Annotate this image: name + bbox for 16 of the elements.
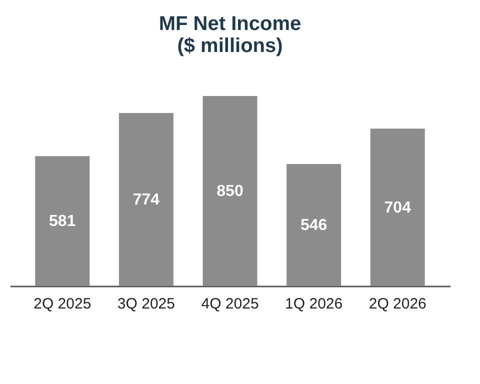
data-label: 774 xyxy=(132,191,160,208)
data-label: 581 xyxy=(49,213,76,230)
bar xyxy=(202,96,258,286)
bar xyxy=(35,156,90,286)
x-tick-label: 4Q 2025 xyxy=(201,296,259,312)
x-tick-label: 1Q 2026 xyxy=(285,296,343,312)
x-tick-label: 2Q 2026 xyxy=(368,296,426,312)
data-label: 546 xyxy=(300,216,328,234)
chart-title: MF Net Income ($ millions) xyxy=(158,13,302,57)
bar xyxy=(286,164,342,286)
data-label: 704 xyxy=(384,199,412,216)
x-tick-label: 2Q 2025 xyxy=(34,296,92,312)
bar xyxy=(118,112,174,286)
x-tick-label: 3Q 2025 xyxy=(117,296,175,312)
data-label: 850 xyxy=(216,183,244,200)
bar xyxy=(370,128,425,286)
